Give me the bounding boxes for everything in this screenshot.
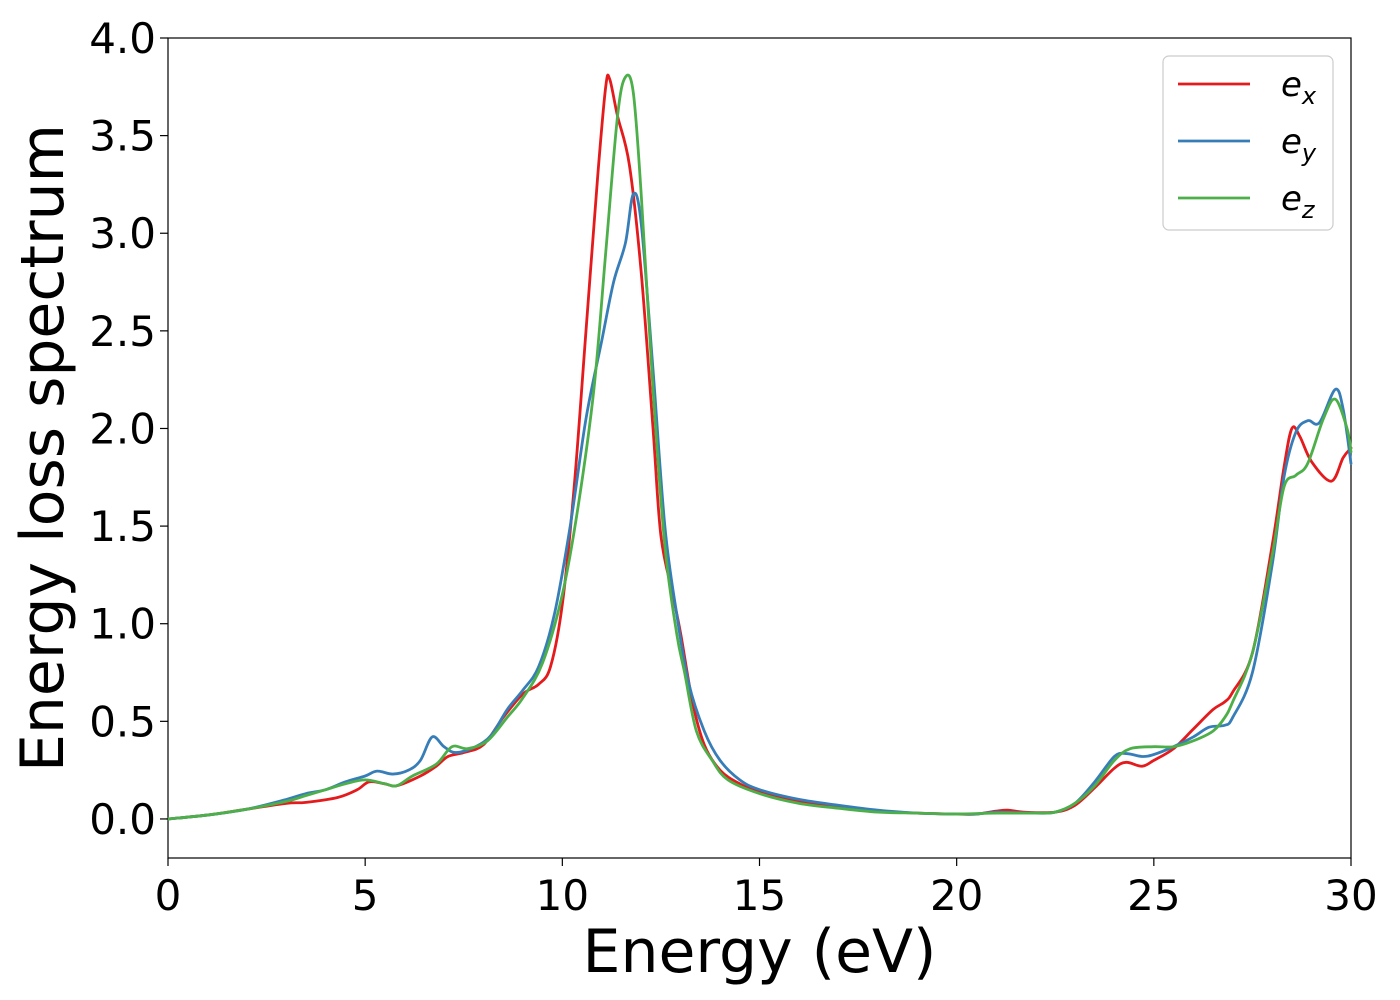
y-tick-label: 0.0	[89, 795, 156, 844]
series-line-e-z	[166, 73, 1353, 821]
x-tick-label: 5	[352, 871, 379, 920]
y-tick-label: 1.5	[89, 502, 156, 551]
legend: ex ey ez	[1162, 55, 1334, 231]
legend-label-e-x: ex	[1281, 65, 1317, 110]
x-tick-label: 0	[155, 871, 182, 920]
y-axis: 0.0 0.5 1.0 1.5 2.0 2.5 3.0 3.5 4.0	[89, 14, 168, 844]
x-tick-label: 10	[536, 871, 589, 920]
x-tick-label: 20	[930, 871, 983, 920]
y-tick-label: 2.5	[89, 307, 156, 356]
x-tick-label: 25	[1127, 871, 1180, 920]
series-layer	[166, 73, 1353, 821]
legend-label-e-z: ez	[1281, 179, 1316, 224]
y-axis-label: Energy loss spectrum	[8, 124, 78, 772]
y-tick-label: 4.0	[89, 14, 156, 63]
x-axis: 0 5 10 15 20 25 30	[155, 858, 1378, 920]
y-tick-label: 0.5	[89, 697, 156, 746]
series-line-e-y	[166, 191, 1353, 821]
y-tick-label: 2.0	[89, 404, 156, 453]
y-tick-label: 1.0	[89, 600, 156, 649]
legend-label-e-y: ey	[1281, 122, 1317, 167]
x-tick-label: 15	[733, 871, 786, 920]
legend-frame	[1162, 55, 1334, 231]
x-tick-label: 30	[1324, 871, 1377, 920]
x-axis-label: Energy (eV)	[583, 917, 937, 987]
y-tick-label: 3.0	[89, 209, 156, 258]
y-tick-label: 3.5	[89, 112, 156, 161]
